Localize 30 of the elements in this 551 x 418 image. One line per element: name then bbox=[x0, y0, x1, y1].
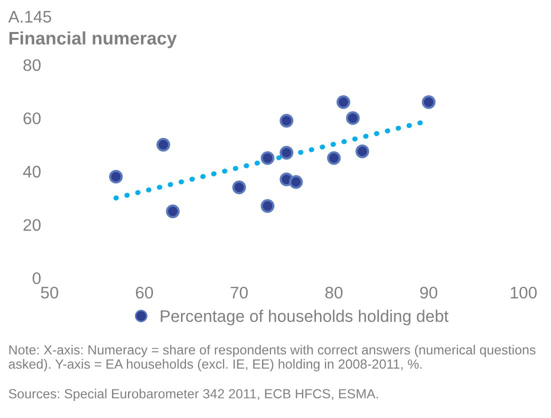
point bbox=[327, 151, 341, 165]
point bbox=[289, 175, 303, 189]
point bbox=[346, 111, 360, 125]
point bbox=[260, 151, 274, 165]
y-tick-label: 0 bbox=[32, 272, 41, 284]
point bbox=[156, 138, 170, 152]
y-tick-label: 20 bbox=[24, 219, 41, 231]
x-tick-label: 70 bbox=[230, 286, 248, 299]
legend-label: Percentage of households holding debt bbox=[160, 310, 448, 326]
point bbox=[336, 95, 350, 109]
point bbox=[260, 199, 274, 213]
x-tick-label: 100 bbox=[510, 286, 537, 299]
text: Note: X-axis: Numeracy = share of respondents with correct answers (numerical questions asked). Y-axis = EA households (excl. IE, EE) holding in 2008-2011, %. bbox=[8, 344, 536, 372]
x-tick-label: 60 bbox=[136, 286, 153, 299]
point bbox=[280, 114, 294, 128]
y-tick-label: 60 bbox=[24, 112, 41, 124]
y-tick-label: 80 bbox=[23, 59, 41, 71]
x-tick-label: 50 bbox=[40, 286, 58, 299]
point bbox=[166, 204, 180, 218]
x-tick-label: 90 bbox=[420, 286, 438, 299]
point bbox=[232, 180, 246, 194]
source-note: Sources: Special Eurobarometer 342 2011, ECB HFCS, ESMA. bbox=[8, 388, 378, 402]
chart-title: A.145 bbox=[8, 11, 52, 23]
chart-subtitle: Financial numeracy bbox=[9, 31, 177, 48]
x-tick-label: 80 bbox=[325, 286, 343, 299]
point bbox=[355, 144, 370, 158]
point bbox=[422, 95, 436, 109]
y-tick-label: 40 bbox=[23, 166, 41, 178]
point bbox=[109, 170, 123, 184]
point bbox=[280, 146, 294, 160]
